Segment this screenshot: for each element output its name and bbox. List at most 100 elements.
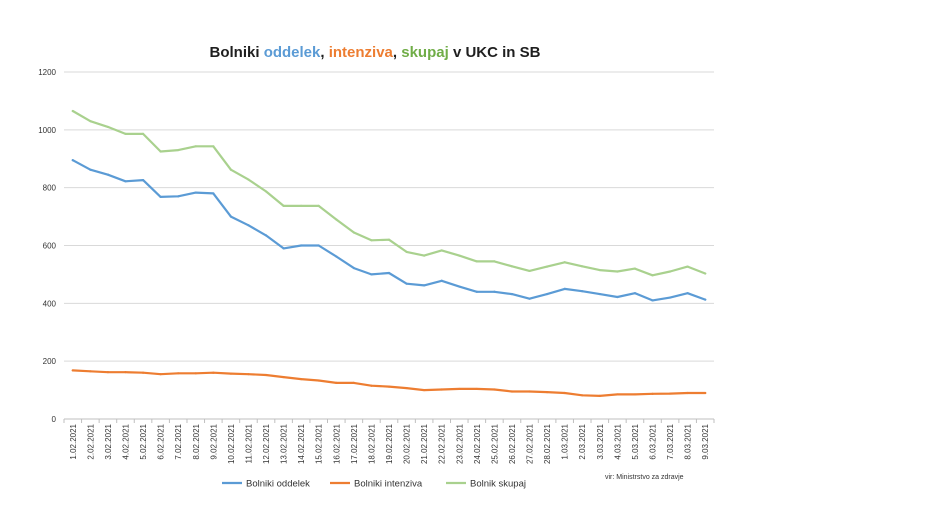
data-point [300, 244, 303, 247]
data-point [335, 255, 338, 258]
data-point [528, 269, 531, 273]
data-point [177, 148, 180, 152]
series-line [71, 159, 707, 302]
x-tick-label: 25.02.2021 [490, 423, 499, 464]
x-axis: 1.02.2021 2.02.2021 3.02.2021 4.02.2021 5.02… [63, 418, 715, 464]
data-point [247, 373, 250, 376]
data-point [106, 173, 110, 176]
x-tick-label: 21.02.2021 [420, 423, 429, 464]
series-0 [71, 159, 707, 302]
data-point [510, 265, 514, 268]
data-point [651, 392, 654, 395]
data-point [282, 204, 285, 207]
x-tick-label: 2.03.2021 [578, 423, 587, 459]
data-point [616, 270, 619, 273]
data-point [282, 247, 285, 250]
data-point [387, 271, 391, 275]
title-part-1: oddelek [264, 44, 321, 61]
data-point [370, 384, 373, 387]
data-point [89, 120, 92, 123]
data-point [458, 254, 461, 257]
x-tick-label: 14.02.2021 [297, 423, 306, 464]
data-point [300, 377, 303, 381]
data-point [335, 218, 338, 221]
data-point [194, 191, 197, 194]
data-point [633, 267, 637, 270]
data-point [212, 371, 215, 374]
data-point [510, 292, 514, 296]
data-point [124, 371, 127, 374]
data-point [458, 285, 461, 288]
data-point [247, 178, 250, 181]
data-point [493, 290, 496, 293]
y-tick-label: 200 [43, 357, 57, 366]
x-tick-label: 7.03.2021 [666, 423, 675, 459]
data-point [598, 292, 601, 296]
data-point [563, 391, 566, 395]
y-axis: 0 200 400 600 800 1000 1200 [38, 68, 56, 424]
data-point [651, 274, 654, 277]
data-point [423, 284, 426, 287]
x-tick-label: 5.03.2021 [631, 423, 640, 459]
x-tick-label: 23.02.2021 [455, 423, 464, 464]
data-point [563, 287, 566, 290]
data-point [177, 372, 180, 375]
series-lines [71, 109, 707, 397]
title-part-0: Bolniki [210, 44, 264, 61]
x-tick-label: 12.02.2021 [262, 423, 271, 464]
x-tick-label: 18.02.2021 [367, 423, 376, 464]
data-point [141, 132, 145, 135]
data-point [352, 266, 355, 270]
x-tick-label: 26.02.2021 [508, 423, 517, 464]
data-point [546, 391, 549, 394]
x-tick-label: 4.02.2021 [121, 423, 130, 459]
data-point [475, 260, 478, 263]
data-point [71, 159, 74, 162]
data-point [440, 279, 443, 282]
data-point [423, 254, 426, 257]
data-point [528, 390, 531, 393]
data-point [581, 265, 584, 268]
series-line [71, 369, 707, 397]
data-point [317, 379, 320, 382]
data-point [352, 381, 355, 384]
legend-label: Bolnik skupaj [470, 479, 526, 490]
data-point [668, 270, 672, 273]
data-point [71, 109, 74, 113]
x-tick-label: 27.02.2021 [526, 423, 535, 464]
data-point [493, 260, 496, 263]
data-point [124, 180, 127, 183]
data-point [264, 190, 268, 193]
data-point [440, 249, 443, 252]
x-tick-label: 11.02.2021 [244, 423, 253, 463]
data-point [704, 391, 707, 395]
data-point [124, 132, 127, 135]
x-tick-label: 1.03.2021 [561, 423, 570, 459]
series-line [71, 109, 707, 277]
data-point [528, 297, 531, 300]
data-point [141, 371, 145, 374]
data-point [89, 168, 92, 171]
data-point [141, 179, 145, 182]
data-point [177, 195, 180, 198]
data-point [651, 299, 654, 302]
y-tick-label: 800 [43, 184, 57, 193]
data-point [229, 215, 232, 218]
data-point [317, 244, 320, 247]
x-tick-label: 8.03.2021 [684, 423, 693, 459]
data-point [633, 393, 637, 396]
data-point [704, 298, 707, 301]
x-tick-label: 15.02.2021 [315, 423, 324, 464]
data-point [475, 387, 478, 391]
y-tick-label: 1000 [38, 126, 56, 135]
data-point [668, 392, 672, 395]
data-point [300, 204, 303, 207]
data-point [704, 272, 707, 275]
data-point [668, 296, 672, 299]
data-point [159, 195, 162, 199]
data-point [387, 385, 391, 388]
title-part-5: skupaj [401, 44, 449, 61]
data-point [106, 125, 110, 129]
data-point [563, 261, 566, 264]
